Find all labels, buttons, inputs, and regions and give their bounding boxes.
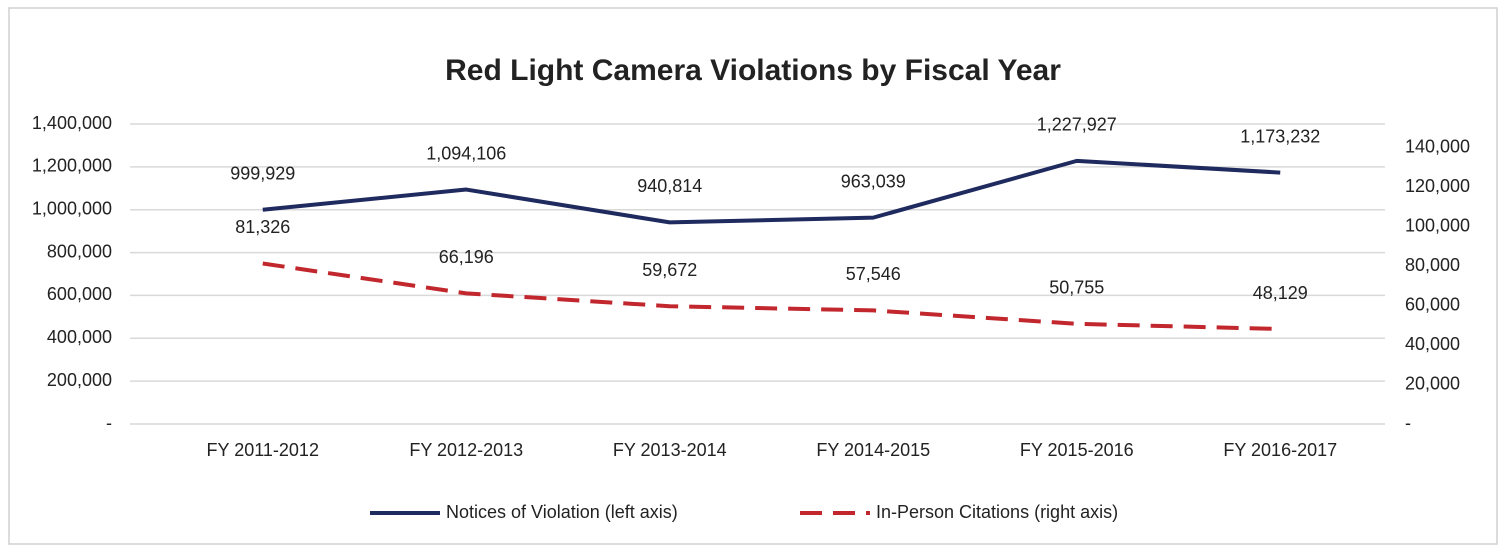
chart-title: Red Light Camera Violations by Fiscal Ye… [445,54,1061,87]
y-tick-label: 1,400,000 [32,113,112,133]
x-tick-label: FY 2014-2015 [816,440,930,460]
chart-border [8,7,1498,545]
x-tick-label: FY 2016-2017 [1223,440,1337,460]
y2-tick-label: 40,000 [1405,334,1460,354]
x-tick-label: FY 2011-2012 [207,440,319,460]
y-tick-label: 400,000 [47,327,112,347]
data-label: 66,196 [439,247,494,267]
y-tick-label: 800,000 [47,241,112,261]
y2-tick-label: 20,000 [1405,373,1460,393]
x-tick-label: FY 2015-2016 [1020,440,1134,460]
data-label: 50,755 [1049,278,1104,298]
y2-tick-label: - [1405,413,1411,433]
data-label: 57,546 [846,264,901,284]
y2-tick-label: 80,000 [1405,255,1460,275]
data-label: 940,814 [637,176,702,196]
y2-tick-label: 120,000 [1405,176,1470,196]
data-label: 59,672 [642,260,697,280]
y-tick-label: - [106,413,112,433]
data-label: 1,227,927 [1037,115,1117,135]
data-label: 81,326 [235,217,290,237]
x-tick-label: FY 2012-2013 [409,440,523,460]
y2-tick-label: 140,000 [1405,136,1470,156]
y2-tick-label: 100,000 [1405,215,1470,235]
y-tick-label: 600,000 [47,284,112,304]
data-label: 963,039 [841,171,906,191]
x-tick-label: FY 2013-2014 [613,440,727,460]
y-tick-label: 1,000,000 [32,198,112,218]
data-label: 48,129 [1253,283,1308,303]
data-label: 999,929 [230,163,295,183]
legend-label: Notices of Violation (left axis) [446,502,678,522]
data-label: 1,094,106 [426,143,506,163]
y-tick-label: 200,000 [47,370,112,390]
legend-label: In-Person Citations (right axis) [876,502,1118,522]
series-line [262,261,1281,332]
y2-tick-label: 60,000 [1405,294,1460,314]
y-tick-label: 1,200,000 [32,156,112,176]
data-label: 1,173,232 [1240,126,1320,146]
series-line [262,158,1281,225]
